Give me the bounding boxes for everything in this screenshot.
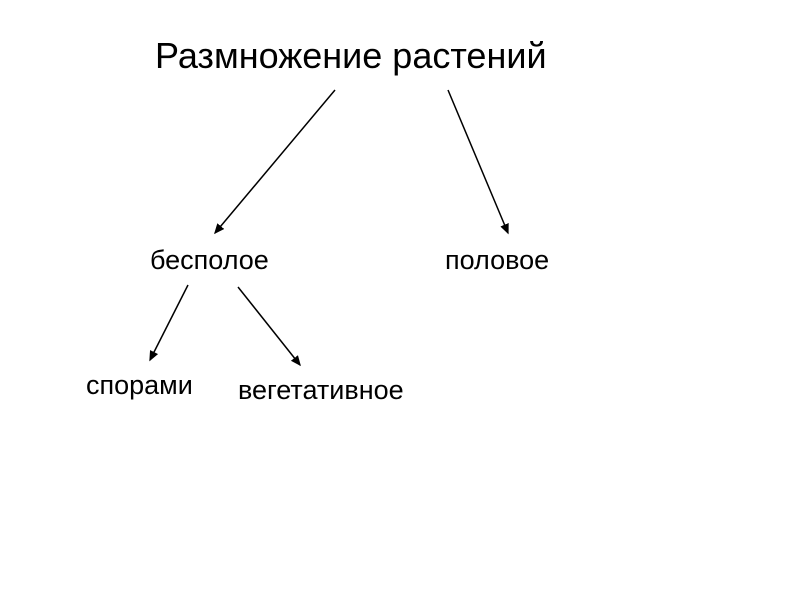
- node-vegetative: вегетативное: [238, 375, 404, 406]
- edge-root-asexual: [215, 90, 335, 233]
- edge-root-sexual: [448, 90, 508, 233]
- edge-asexual-vegetative: [238, 287, 300, 365]
- edge-asexual-spores: [150, 285, 188, 360]
- edge-group: [150, 90, 508, 365]
- edges-layer: [0, 0, 800, 600]
- node-sexual: половое: [445, 245, 549, 276]
- node-asexual: бесполое: [150, 245, 269, 276]
- tree-diagram: Размножение растений бесполое половое сп…: [0, 0, 800, 600]
- node-root: Размножение растений: [155, 35, 547, 77]
- node-spores: спорами: [86, 370, 193, 401]
